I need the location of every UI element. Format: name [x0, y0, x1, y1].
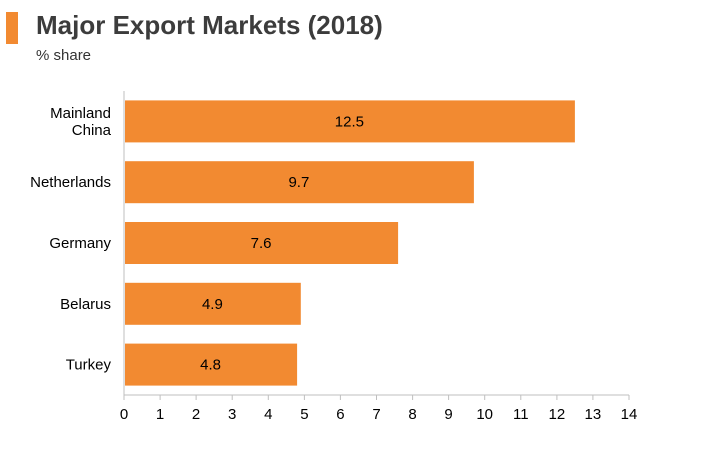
x-tick-label-14: 14: [621, 406, 638, 423]
data-label-1: 9.7: [288, 174, 309, 191]
data-label-2: 7.6: [251, 235, 272, 252]
x-tick-label-9: 9: [444, 406, 452, 423]
data-label-4: 4.8: [200, 357, 221, 374]
x-tick-label-7: 7: [372, 406, 380, 423]
category-label-0-line-1: China: [72, 122, 112, 139]
category-label-4: Turkey: [66, 357, 112, 374]
x-tick-label-8: 8: [408, 406, 416, 423]
category-label-1: Netherlands: [30, 174, 111, 191]
x-tick-label-11: 11: [513, 406, 529, 423]
x-tick-label-5: 5: [300, 406, 308, 423]
x-tick-label-1: 1: [156, 406, 164, 423]
x-tick-label-10: 10: [476, 406, 493, 423]
title-accent-bar: [6, 12, 18, 44]
bar-1: [125, 161, 474, 204]
category-label-0-line-0: Mainland: [50, 105, 111, 122]
chart-title: Major Export Markets (2018): [36, 10, 383, 40]
bar-3: [125, 282, 301, 325]
x-tick-label-2: 2: [192, 406, 200, 423]
x-tick-label-0: 0: [120, 406, 128, 423]
x-tick-label-13: 13: [585, 406, 602, 423]
chart-subtitle: % share: [36, 47, 92, 64]
bar-0: [125, 100, 575, 143]
x-tick-label-4: 4: [264, 406, 272, 423]
x-tick-label-6: 6: [336, 406, 344, 423]
bar-4: [125, 343, 298, 386]
x-tick-label-12: 12: [549, 406, 566, 423]
category-label-2: Germany: [49, 235, 111, 252]
x-tick-label-3: 3: [228, 406, 236, 423]
data-label-0: 12.5: [335, 113, 364, 130]
bar-2: [125, 222, 399, 264]
data-label-3: 4.9: [202, 296, 223, 313]
category-label-3: Belarus: [60, 296, 111, 313]
